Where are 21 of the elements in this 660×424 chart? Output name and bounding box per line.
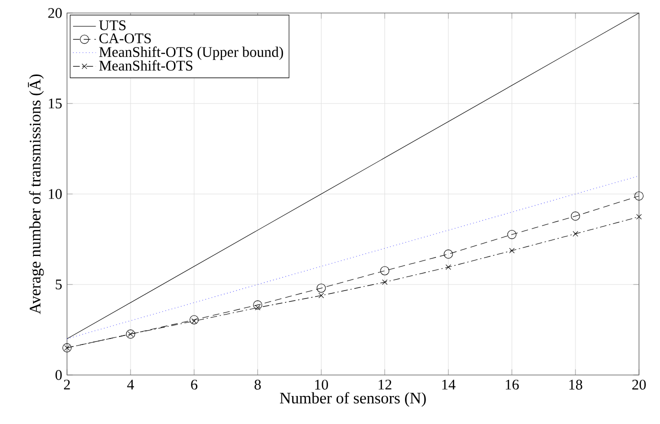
legend-label: MeanShift-OTS: [99, 60, 192, 71]
legend-label: UTS: [99, 20, 126, 30]
x-tick-label: 4: [127, 380, 134, 390]
x-tick-label: 6: [191, 380, 198, 390]
y-tick-label: 5: [56, 280, 62, 290]
x-tick-label: 20: [632, 380, 646, 390]
y-tick-label: 10: [48, 189, 62, 199]
x-tick-label: 12: [378, 380, 392, 390]
x-axis-title: Number of sensors (N): [280, 392, 426, 407]
y-tick-label: 20: [48, 8, 62, 18]
y-axis-title: Average number of transmissions (Ā): [28, 74, 44, 314]
y-tick-label: 0: [56, 370, 62, 380]
x-tick-label: 14: [442, 380, 456, 390]
y-tick-label: 15: [48, 98, 62, 108]
x-tick-label: 8: [254, 380, 261, 390]
x-tick-label: 18: [569, 380, 582, 390]
x-tick-label: 10: [315, 380, 328, 390]
x-tick-label: 16: [506, 380, 519, 390]
legend-label: CA-OTS: [99, 33, 151, 44]
x-tick-label: 2: [64, 380, 70, 390]
legend-label: MeanShift-OTS (Upper bound): [99, 46, 284, 60]
